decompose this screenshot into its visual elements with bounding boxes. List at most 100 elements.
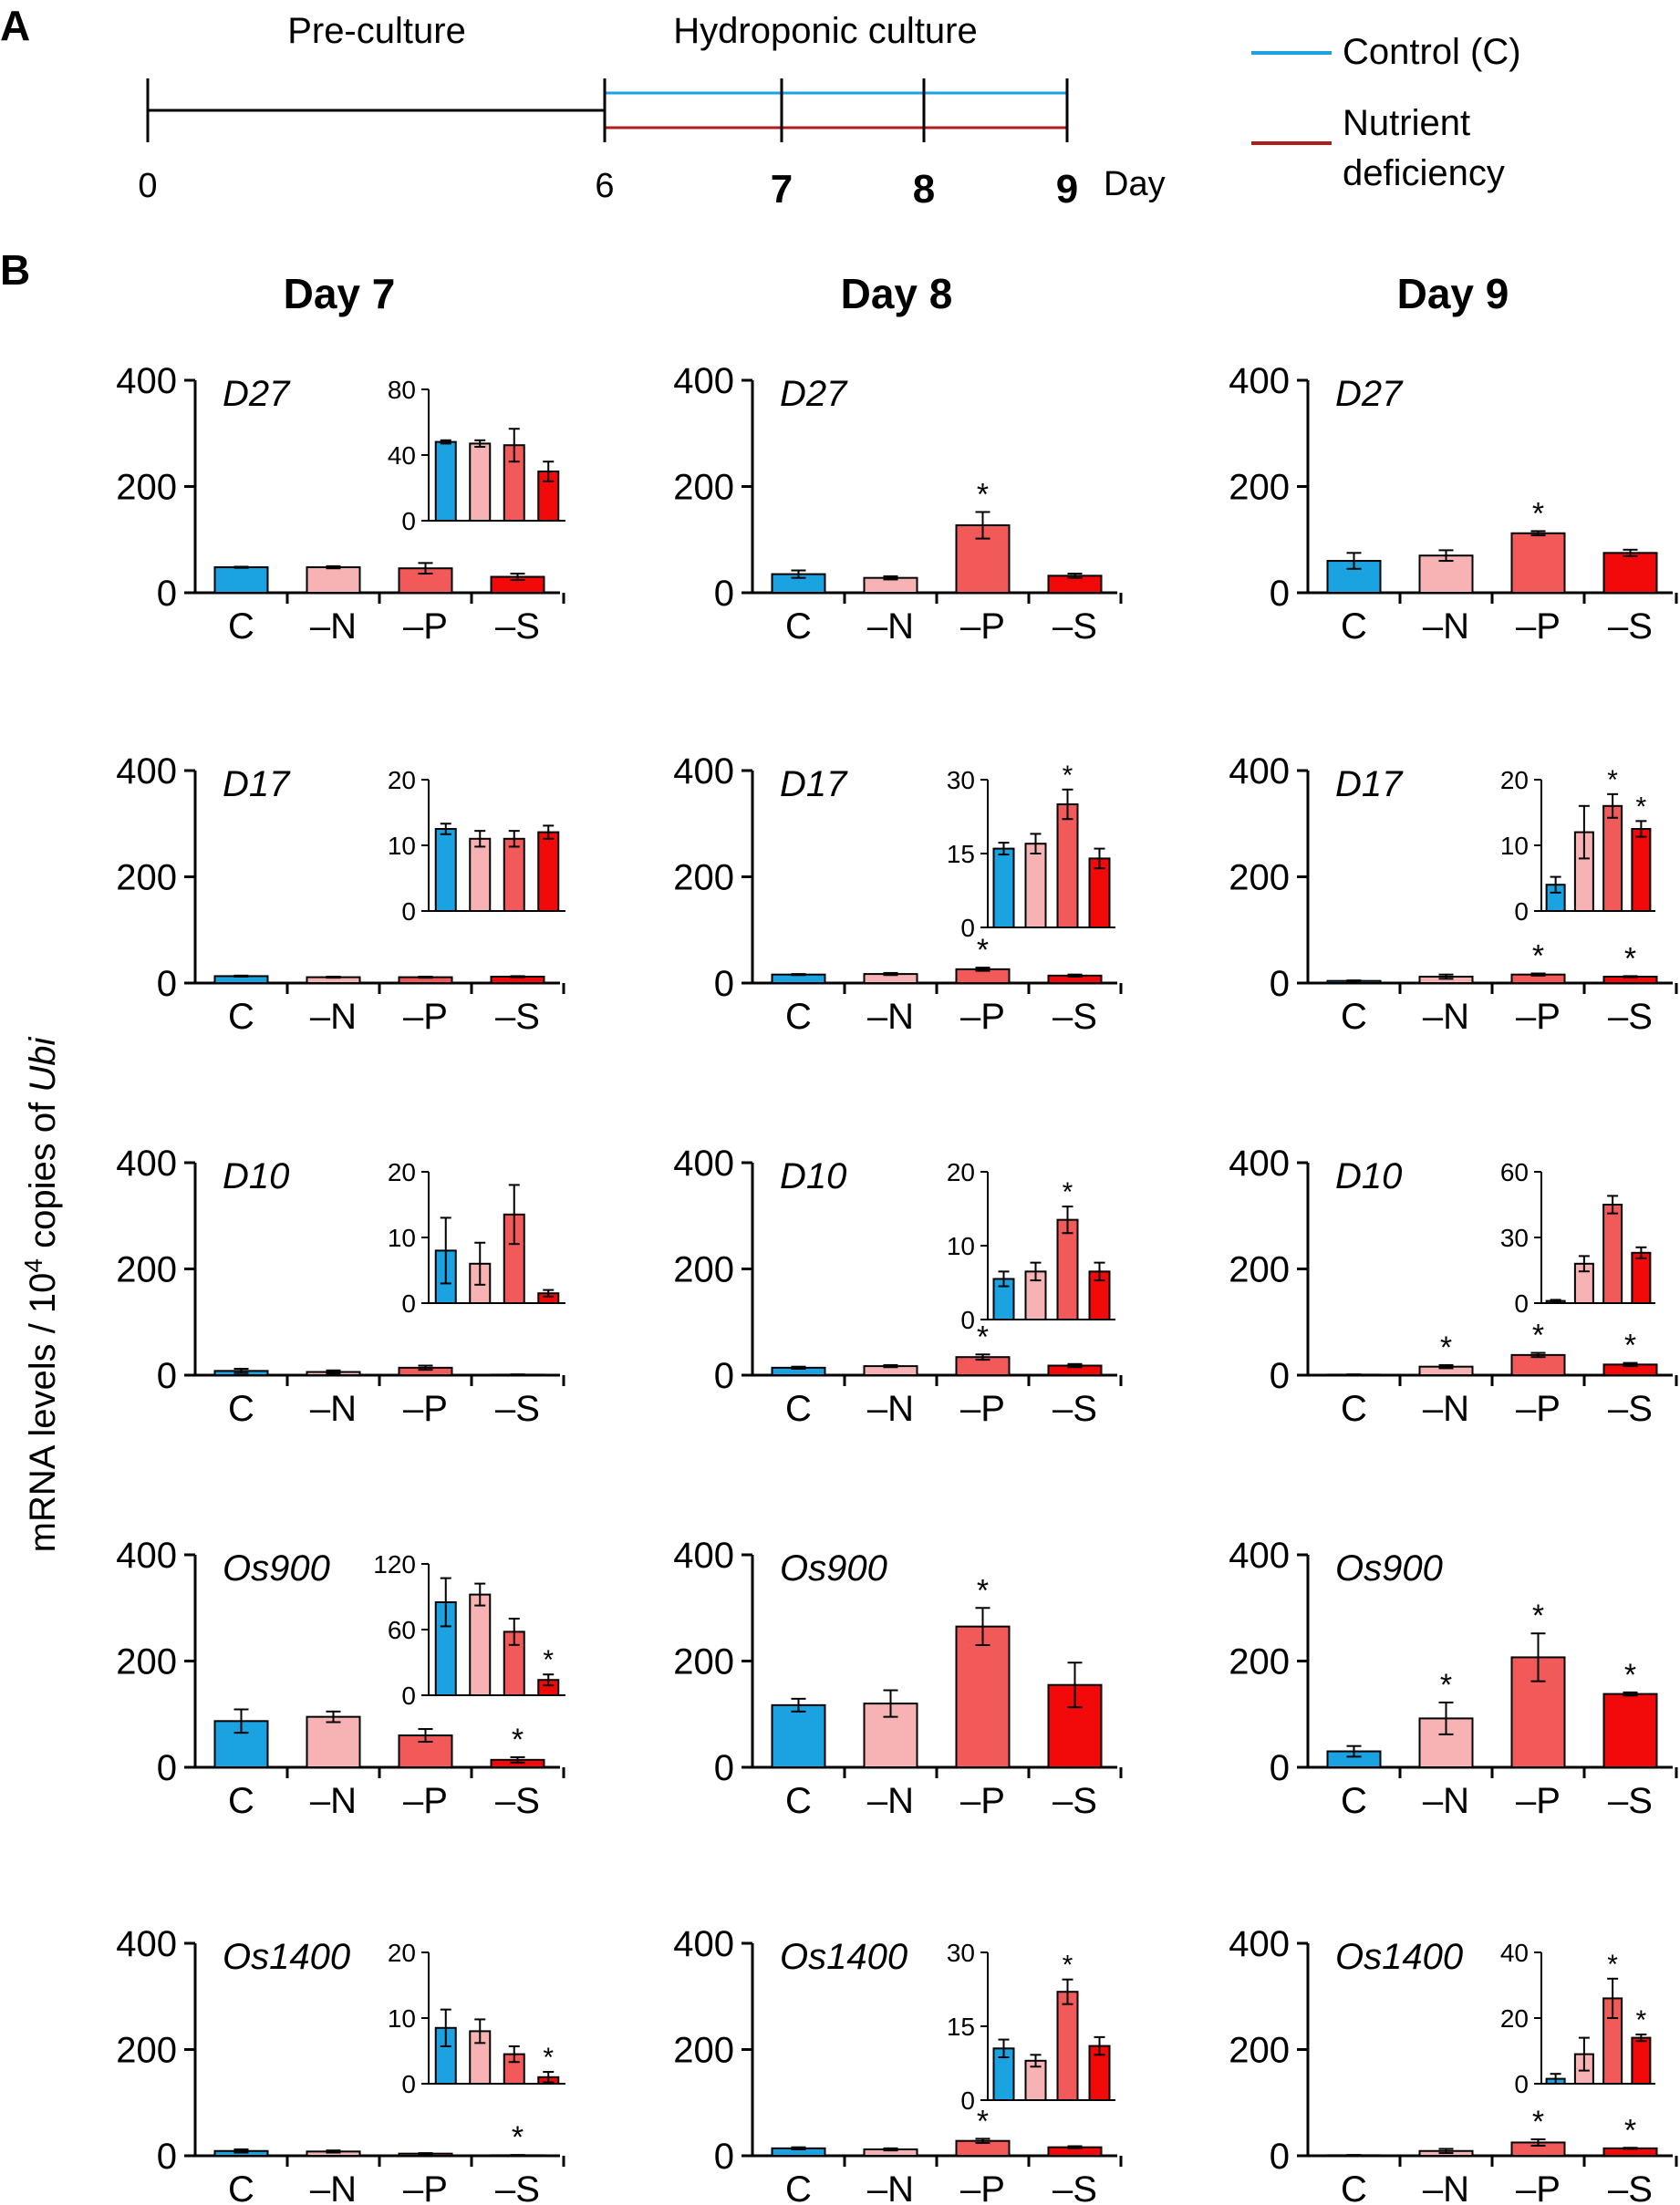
- category-label-minus-n: –N: [1423, 997, 1469, 1037]
- y-tick-label: 200: [673, 858, 734, 898]
- y-tick-label: 400: [116, 1144, 177, 1184]
- category-label-minus-p: –P: [403, 997, 448, 1037]
- inset-error-bar-minus-s: [543, 2071, 555, 2084]
- significance-marker: *: [1532, 496, 1544, 531]
- inset-significance-marker: *: [1063, 1951, 1073, 1981]
- y-tick-label: 400: [1229, 751, 1290, 792]
- inset-y-tick-label: 15: [947, 840, 975, 868]
- legend-control-label: Control (C): [1343, 32, 1521, 72]
- category-label-minus-n: –N: [1423, 1781, 1469, 1821]
- day-tick-label-7: 7: [771, 167, 793, 212]
- inset-y-tick-label: 120: [373, 1550, 416, 1579]
- gene-label: D27: [1335, 374, 1404, 414]
- significance-marker: *: [1532, 1319, 1544, 1353]
- inset-error-bar-c: [440, 823, 451, 835]
- y-tick-label: 0: [714, 574, 734, 614]
- gene-label: D27: [780, 374, 848, 414]
- error-bar-minus-n: [326, 2149, 341, 2154]
- y-tick-label: 400: [673, 361, 734, 401]
- day-7-header: Day 7: [284, 270, 396, 317]
- category-label-minus-p: –P: [403, 1781, 448, 1821]
- bar-minus-n: [306, 566, 361, 594]
- inset-y-tick-label: 20: [388, 1158, 416, 1186]
- y-tick-label: 0: [714, 1748, 734, 1788]
- category-label-minus-s: –S: [495, 1781, 540, 1821]
- preculture-label: Pre-culture: [287, 11, 466, 51]
- error-bar-c: [791, 569, 806, 579]
- category-label-c: C: [1341, 606, 1367, 647]
- error-bar-minus-p: [1530, 530, 1546, 537]
- category-label-minus-p: –P: [403, 606, 448, 647]
- y-tick-label: 0: [157, 2137, 177, 2177]
- inset-bar-c: [434, 440, 457, 523]
- inset-bar-minus-n: [1024, 843, 1047, 929]
- inset-error-bar-c: [440, 2008, 451, 2047]
- inset-chart: 0 10 20: [388, 1158, 565, 1318]
- inset-error-bar-minus-s: [543, 824, 555, 840]
- category-label-minus-p: –P: [960, 2169, 1005, 2205]
- inset-error-bar-minus-p: [1607, 1977, 1619, 2019]
- y-tick-label: 400: [1229, 1144, 1290, 1184]
- panel-a-label: A: [0, 2, 30, 49]
- inset-error-bar-c: [440, 1577, 451, 1628]
- error-bar-c: [791, 2146, 806, 2151]
- chart-d27-day-7: 0 200 400 D27 C –N –P –S 0 40 80: [116, 361, 565, 647]
- inset-error-bar-minus-p: [508, 1184, 520, 1246]
- y-tick-label: 400: [116, 751, 177, 792]
- category-label-minus-s: –S: [1053, 2169, 1097, 2205]
- gene-label: D17: [780, 764, 848, 804]
- y-tick-label: 200: [1229, 858, 1290, 898]
- inset-error-bar-minus-n: [1030, 2054, 1042, 2068]
- category-label-c: C: [785, 2169, 812, 2205]
- error-bar-c: [233, 1368, 249, 1374]
- error-bar-minus-s: [510, 975, 525, 978]
- error-bar-c: [791, 973, 806, 977]
- inset-y-tick-label: 0: [401, 507, 416, 535]
- panel-a: A Pre-culture Hydroponic culture 0 6 7 8…: [0, 2, 1521, 212]
- significance-marker: *: [1532, 2105, 1544, 2139]
- inset-significance-marker: *: [1636, 792, 1647, 822]
- inset-error-bar-minus-n: [474, 1582, 486, 1607]
- y-tick-label: 0: [714, 1356, 734, 1396]
- gene-label: Os1400: [780, 1937, 907, 1977]
- y-tick-label: 0: [157, 964, 177, 1004]
- y-tick-label: 0: [157, 1748, 177, 1788]
- bar-minus-p: [955, 1625, 1011, 1768]
- error-bar-c: [233, 2148, 249, 2154]
- inset-chart: 0 15 30 *: [947, 1939, 1115, 2115]
- error-bar-minus-n: [883, 971, 898, 977]
- error-bar-minus-n: [326, 564, 341, 570]
- inset-bar-minus-n: [469, 837, 492, 912]
- error-bar-minus-n: [1438, 549, 1454, 563]
- inset-y-tick-label: 0: [960, 914, 975, 942]
- inset-error-bar-minus-s: [1635, 2034, 1647, 2043]
- inset-y-tick-label: 10: [947, 1232, 975, 1260]
- chart-d27-day-9: 0 200 400 D27 C –N * –P –S: [1229, 361, 1678, 647]
- inset-error-bar-minus-p: [1062, 1978, 1073, 2005]
- category-label-c: C: [1341, 997, 1367, 1037]
- error-bar-minus-s: [1623, 1361, 1638, 1368]
- y-axis-label-sup: 4: [19, 1258, 47, 1273]
- inset-y-tick-label: 0: [960, 2086, 975, 2115]
- inset-error-bar-minus-n: [1030, 1261, 1042, 1282]
- inset-y-tick-label: 10: [388, 2004, 416, 2033]
- error-bar-minus-s: [510, 2154, 525, 2157]
- error-bar-minus-p: [418, 1364, 433, 1372]
- error-bar-c: [1346, 1373, 1362, 1376]
- inset-y-tick-label: 0: [401, 2070, 416, 2098]
- category-label-minus-n: –N: [1423, 1389, 1469, 1429]
- inset-error-bar-minus-s: [1635, 1246, 1647, 1259]
- y-tick-label: 400: [116, 1924, 177, 1964]
- inset-error-bar-minus-s: [543, 1673, 555, 1687]
- category-label-minus-n: –N: [310, 606, 357, 647]
- inset-y-tick-label: 30: [947, 766, 975, 794]
- inset-error-bar-minus-p: [508, 1618, 520, 1646]
- error-bar-minus-n: [883, 575, 898, 581]
- significance-marker: *: [1624, 941, 1636, 976]
- inset-chart: 0 40 80: [388, 376, 565, 535]
- y-tick-label: 400: [673, 751, 734, 792]
- bar-c: [213, 566, 269, 594]
- error-bar-c: [233, 1708, 249, 1734]
- error-bar-minus-p: [975, 967, 990, 972]
- gene-label: Os900: [1335, 1548, 1443, 1589]
